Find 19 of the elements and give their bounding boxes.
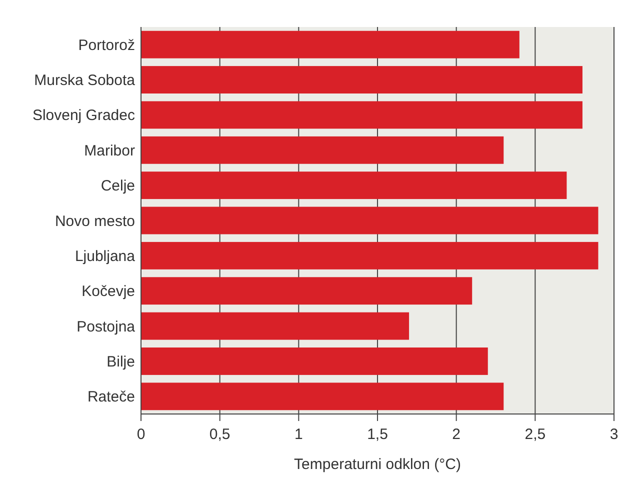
- y-tick-label: Celje: [100, 178, 135, 195]
- x-tick-label: 0,5: [209, 426, 230, 443]
- y-tick-label: Postojna: [76, 318, 136, 336]
- x-tick-label: 2: [452, 426, 461, 443]
- y-tick-label: Slovenj Gradec: [32, 107, 136, 124]
- x-tick-label: 3: [610, 426, 618, 443]
- y-tick-label: Maribor: [84, 142, 135, 160]
- y-tick-label: Bilje: [106, 353, 135, 370]
- x-tick-label: 1,5: [367, 426, 388, 443]
- x-tick-label: 2,5: [524, 426, 546, 443]
- y-tick-label: Novo mesto: [54, 212, 135, 230]
- y-tick-label: Kočevje: [82, 283, 135, 300]
- x-axis-title: Temperaturni odklon (°C): [294, 456, 461, 473]
- y-tick-label: Ljubljana: [74, 248, 136, 265]
- x-tick-label: 1: [294, 426, 303, 443]
- x-tick-label: 0: [136, 426, 146, 443]
- y-tick-label: Rateče: [87, 388, 135, 406]
- y-tick-label: Portorož: [78, 36, 135, 54]
- y-tick-label: Murska Sobota: [34, 72, 136, 90]
